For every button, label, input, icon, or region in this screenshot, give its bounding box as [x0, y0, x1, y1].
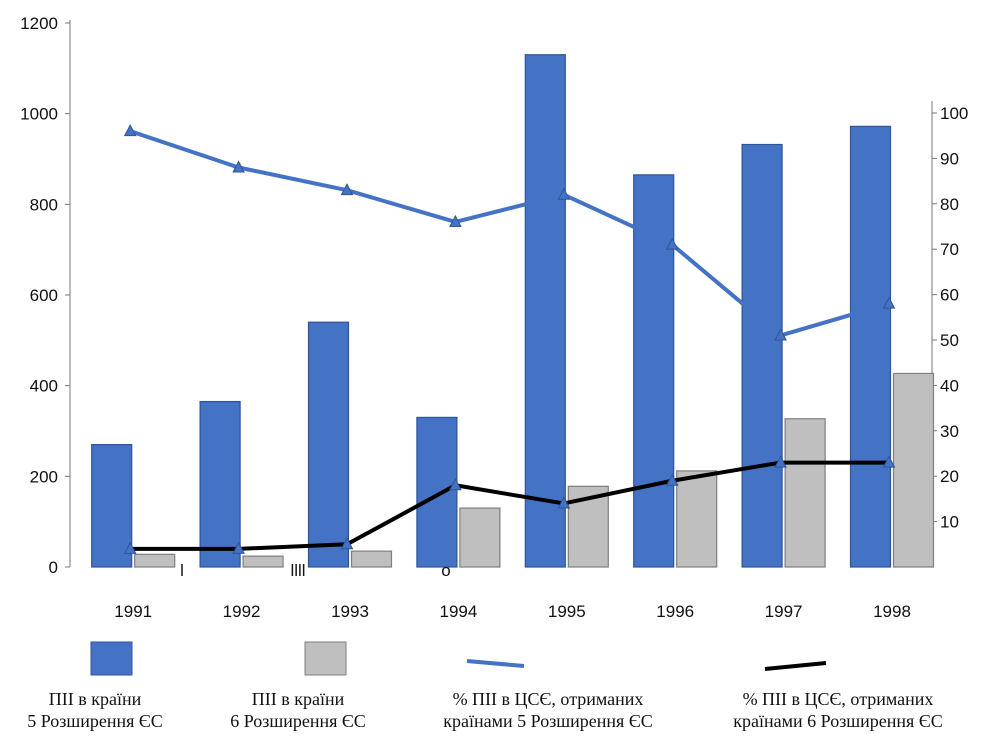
x-tick-label-1992: 1992 — [223, 602, 261, 621]
x-tick-label-1997: 1997 — [765, 602, 803, 621]
stray-marks: l llll o — [180, 561, 451, 580]
legend-swatch-line-5 — [466, 659, 525, 668]
right-tick-label: 10 — [940, 513, 959, 532]
line-marker-s5-1998 — [882, 296, 896, 309]
bar-s5-1994 — [416, 416, 458, 568]
line-marker-s5-1996 — [665, 237, 679, 250]
bar-s6-1994 — [459, 507, 501, 568]
x-tick-label-1995: 1995 — [548, 602, 586, 621]
legend-label-1-line1: ПІІ в країни — [48, 689, 142, 709]
line-marker-s5-1993 — [340, 183, 354, 196]
stray-mark: l — [180, 561, 184, 580]
line-marker-s6-1995 — [557, 496, 571, 509]
right-tick-label: 60 — [940, 286, 959, 305]
left-y-axis: 0 200 400 600 800 1000 1200 — [20, 14, 71, 577]
legend-swatch-line-6 — [764, 661, 827, 671]
right-tick-label: 100 — [940, 104, 968, 123]
right-tick-label: 90 — [940, 149, 959, 168]
bar-s5-1991 — [91, 444, 133, 568]
bar-s5-1993 — [307, 321, 350, 568]
left-tick-label: 200 — [30, 467, 58, 486]
left-tick-label: 600 — [30, 286, 58, 305]
right-tick-label: 20 — [940, 467, 959, 486]
right-tick-label: 80 — [940, 195, 959, 214]
legend-label-3: % ПІІ в ЦСЄ, отриманих країнами 5 Розшир… — [398, 688, 698, 732]
bar-s6-1991 — [134, 553, 176, 568]
line-series-6 — [130, 460, 889, 551]
legend-swatch-bar-5 — [90, 641, 133, 676]
line-marker-s6-1996 — [665, 473, 679, 486]
legend-label-2-line1: ПІІ в країни — [251, 689, 345, 709]
bar-s5-1995 — [524, 54, 566, 568]
x-tick-label-1994: 1994 — [439, 602, 477, 621]
legend-swatches — [90, 641, 827, 676]
stray-mark: llll — [290, 561, 305, 580]
x-tick-label-1998: 1998 — [873, 602, 911, 621]
right-tick-label: 50 — [940, 331, 959, 350]
right-tick-label: 40 — [940, 376, 959, 395]
left-tick-label: 0 — [49, 558, 58, 577]
stray-mark: o — [441, 561, 450, 580]
line-marker-s5-1994 — [449, 214, 462, 227]
line-marker-s5-1992 — [232, 160, 245, 173]
legend-label-2-line2: 6 Розширення ЄС — [230, 711, 366, 731]
legend-swatch-bar-6 — [304, 641, 347, 676]
left-tick-label: 400 — [30, 377, 58, 396]
legend-label-2: ПІІ в країни 6 Розширення ЄС — [208, 688, 388, 732]
legend-label-4-line2: країнами 6 Розширення ЄС — [733, 711, 943, 731]
legend-label-1: ПІІ в країни 5 Розширення ЄС — [0, 688, 190, 732]
right-y-axis: 10 20 30 40 50 60 70 80 90 100 — [931, 101, 968, 567]
line-marker-s6-1997 — [774, 455, 787, 468]
bar-s6-1992 — [242, 555, 284, 568]
legend-label-4: % ПІІ в ЦСЄ, отриманих країнами 6 Розшир… — [695, 688, 981, 732]
right-tick-label: 70 — [940, 240, 959, 259]
x-tick-label-1996: 1996 — [656, 602, 694, 621]
bar-s5-1996 — [633, 174, 675, 568]
bar-s5-1997 — [741, 143, 783, 568]
line-marker-s6-1994 — [449, 478, 462, 491]
bar-s5-1992 — [199, 400, 241, 568]
left-tick-label: 800 — [30, 195, 58, 214]
line-marker-s5-1995 — [557, 187, 571, 200]
legend-label-3-line1: % ПІІ в ЦСЄ, отриманих — [452, 689, 644, 709]
bar-s6-1998 — [892, 372, 935, 568]
legend-label-3-line2: країнами 5 Розширення ЄС — [443, 711, 653, 731]
bar-s6-1997 — [784, 418, 826, 568]
line-marker-s6-1991 — [123, 541, 137, 554]
bar-s6-1996 — [676, 470, 718, 568]
bar-series — [91, 54, 935, 568]
line-marker-s6-1992 — [232, 541, 245, 554]
line-marker-s5-1991 — [123, 124, 137, 137]
x-tick-label-1993: 1993 — [331, 602, 369, 621]
bar-s5-1998 — [849, 125, 892, 568]
left-tick-label: 1000 — [20, 105, 58, 124]
line-series-5 — [129, 129, 890, 338]
line-marker-s6-1998 — [882, 455, 896, 468]
x-tick-label-1991: 1991 — [114, 602, 152, 621]
line-marker-s6-1993 — [340, 537, 354, 550]
x-axis-labels: 1991 1992 1993 1994 1995 1996 1997 1998 — [114, 602, 911, 621]
legend-label-1-line2: 5 Розширення ЄС — [27, 711, 163, 731]
line-marker-s5-1997 — [774, 328, 787, 341]
bar-s6-1993 — [350, 550, 393, 568]
legend-label-4-line1: % ПІІ в ЦСЄ, отриманих — [742, 689, 934, 709]
right-tick-label: 30 — [940, 422, 959, 441]
left-tick-label: 1200 — [20, 14, 58, 33]
line-series — [123, 124, 896, 554]
